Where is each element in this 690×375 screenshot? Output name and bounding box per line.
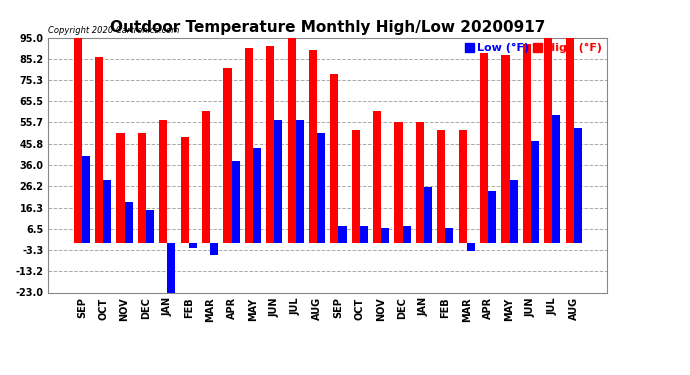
Bar xyxy=(189,243,197,248)
Bar xyxy=(552,115,560,243)
Bar xyxy=(82,156,90,243)
Bar xyxy=(466,243,475,252)
Bar xyxy=(445,228,453,243)
Bar xyxy=(296,120,304,243)
Bar xyxy=(509,180,518,243)
Bar xyxy=(104,180,111,243)
Bar xyxy=(74,38,82,243)
Bar xyxy=(266,46,275,243)
Bar xyxy=(202,111,210,243)
Bar xyxy=(309,51,317,243)
Legend: Low (°F), High (°F): Low (°F), High (°F) xyxy=(460,39,606,58)
Bar xyxy=(181,137,189,243)
Bar xyxy=(168,243,175,292)
Title: Outdoor Temperature Monthly High/Low 20200917: Outdoor Temperature Monthly High/Low 202… xyxy=(110,20,545,35)
Bar xyxy=(502,55,509,243)
Bar xyxy=(573,128,582,243)
Bar xyxy=(381,228,389,243)
Bar xyxy=(338,225,346,243)
Bar xyxy=(531,141,539,243)
Bar xyxy=(117,133,125,243)
Bar xyxy=(125,202,132,243)
Bar xyxy=(402,225,411,243)
Bar xyxy=(424,187,432,243)
Bar xyxy=(232,160,239,243)
Bar xyxy=(488,191,496,243)
Bar xyxy=(288,38,296,243)
Bar xyxy=(146,210,154,243)
Bar xyxy=(245,48,253,243)
Bar xyxy=(359,225,368,243)
Bar xyxy=(224,68,232,243)
Bar xyxy=(395,122,402,243)
Bar xyxy=(352,130,359,243)
Bar xyxy=(331,74,338,243)
Bar xyxy=(480,53,488,243)
Bar xyxy=(459,130,466,243)
Bar xyxy=(210,243,218,255)
Bar xyxy=(437,130,445,243)
Bar xyxy=(566,38,573,243)
Text: Copyright 2020 Cartronics.com: Copyright 2020 Cartronics.com xyxy=(48,26,179,35)
Bar xyxy=(523,44,531,243)
Bar xyxy=(544,38,552,243)
Bar xyxy=(416,122,424,243)
Bar xyxy=(373,111,381,243)
Bar xyxy=(159,120,168,243)
Bar xyxy=(95,57,104,243)
Bar xyxy=(253,148,261,243)
Bar xyxy=(317,133,325,243)
Bar xyxy=(138,133,146,243)
Bar xyxy=(275,120,282,243)
